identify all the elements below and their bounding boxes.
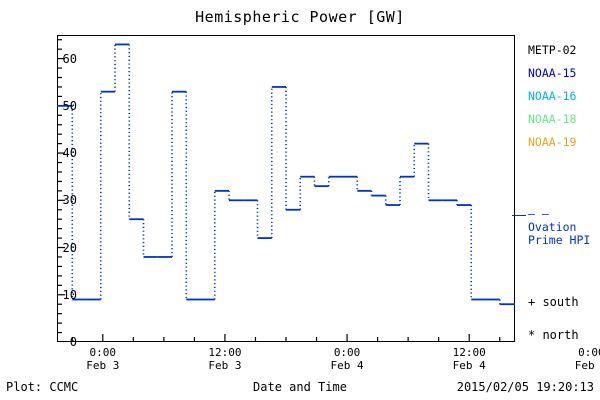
x-tick-label: 12:00 Feb 3 <box>208 346 242 372</box>
ovation-legend-line2: Prime HPI <box>528 233 591 248</box>
y-tick-label: 40 <box>62 146 77 161</box>
x-axis-ticks <box>71 334 501 342</box>
ovation-legend-line1: – – Ovation <box>528 207 577 235</box>
page-title: Hemispheric Power [GW] <box>195 8 405 26</box>
y-tick-label: 0 <box>69 335 77 349</box>
footer-timestamp: 2015/02/05 19:20:13 <box>456 380 594 394</box>
footer-plot-source: Plot: CCMC <box>6 380 79 394</box>
data-series-ovation <box>57 43 515 306</box>
y-tick-label: 30 <box>62 193 77 208</box>
legend-item-noaa-16: NOAA-16 <box>528 89 577 103</box>
y-tick-label: 50 <box>62 98 77 113</box>
y-tick-label: 60 <box>62 51 77 66</box>
x-tick-label: 0:00 Feb 3 <box>86 346 120 372</box>
legend-item-noaa-19: NOAA-19 <box>528 135 577 149</box>
y-tick-label: 10 <box>62 287 77 302</box>
legend-item-noaa-15: NOAA-15 <box>528 66 577 80</box>
legend-item-metp-02: METP-02 <box>528 43 577 57</box>
x-tick-label: 0:00 Feb 4 <box>330 346 364 372</box>
x-tick-label: 12:00 Feb 4 <box>452 346 486 372</box>
ovation-line-swatch <box>512 215 526 216</box>
legend-south-symbol: + south <box>528 295 579 309</box>
y-axis-ticks <box>57 39 65 342</box>
ovation-legend: – – Ovation Prime HPI <box>528 207 600 248</box>
y-tick-label: 20 <box>62 240 77 255</box>
legend-item-noaa-18: NOAA-18 <box>528 112 577 126</box>
chart-canvas <box>57 39 515 342</box>
legend-north-symbol: * north <box>528 328 579 342</box>
x-axis-title: Date and Time <box>253 380 347 394</box>
